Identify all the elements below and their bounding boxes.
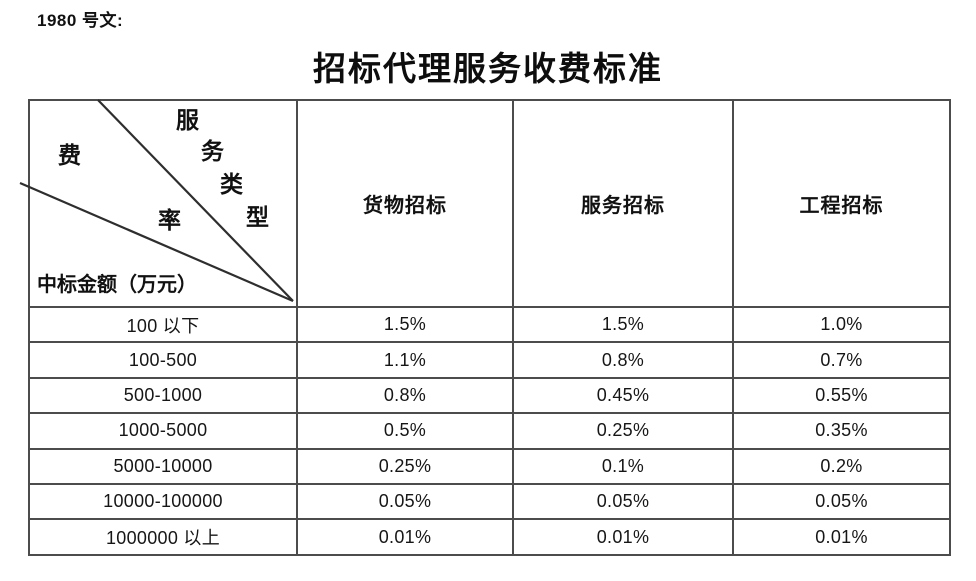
column-header-services: 服务招标 bbox=[512, 99, 734, 308]
row-range-label: 10000-100000 bbox=[28, 482, 298, 521]
row-range-label: 100-500 bbox=[28, 341, 298, 379]
diagonal-line-lower bbox=[19, 181, 294, 303]
corner-cell: 服 务 类 型 费 率 中标金额（万元） bbox=[19, 99, 298, 308]
doc-number: 1980 号文: bbox=[37, 11, 124, 30]
table-row: 100-500 1.1% 0.8% 0.7% bbox=[28, 341, 951, 379]
fee-value-cell: 0.01% bbox=[732, 518, 951, 556]
fee-value-cell: 0.35% bbox=[732, 412, 951, 450]
fee-value-cell: 0.05% bbox=[296, 482, 514, 521]
fee-value-cell: 1.5% bbox=[296, 305, 514, 344]
table-row: 10000-100000 0.05% 0.05% 0.05% bbox=[28, 482, 951, 521]
fee-value-cell: 0.01% bbox=[296, 518, 514, 556]
corner-label-service-type-char: 务 bbox=[201, 139, 224, 164]
fee-table: 服 务 类 型 费 率 中标金额（万元） 货物招标 服务招标 工程招标 100 … bbox=[19, 99, 951, 556]
fee-value-cell: 0.1% bbox=[512, 447, 734, 485]
diagonal-line-upper bbox=[97, 99, 294, 302]
corner-label-fee-rate-char: 费 bbox=[58, 143, 81, 168]
column-header-goods: 货物招标 bbox=[296, 99, 514, 308]
row-range-label: 500-1000 bbox=[28, 376, 298, 415]
fee-value-cell: 0.55% bbox=[732, 376, 951, 415]
row-range-label: 1000000 以上 bbox=[28, 518, 298, 556]
fee-value-cell: 0.05% bbox=[732, 482, 951, 521]
fee-value-cell: 0.8% bbox=[296, 376, 514, 415]
corner-label-service-type-char: 服 bbox=[176, 108, 199, 133]
row-range-label: 5000-10000 bbox=[28, 447, 298, 485]
fee-value-cell: 0.25% bbox=[296, 447, 514, 485]
fee-value-cell: 0.05% bbox=[512, 482, 734, 521]
fee-value-cell: 0.2% bbox=[732, 447, 951, 485]
corner-label-service-type-char: 类 bbox=[220, 172, 243, 197]
fee-value-cell: 0.5% bbox=[296, 412, 514, 450]
fee-value-cell: 0.8% bbox=[512, 341, 734, 379]
table-row: 100 以下 1.5% 1.5% 1.0% bbox=[28, 305, 951, 344]
row-range-label: 100 以下 bbox=[28, 305, 298, 344]
row-range-label: 1000-5000 bbox=[28, 412, 298, 450]
corner-label-amount: 中标金额（万元） bbox=[37, 274, 197, 296]
table-row: 500-1000 0.8% 0.45% 0.55% bbox=[28, 376, 951, 415]
fee-value-cell: 1.5% bbox=[512, 305, 734, 344]
fee-value-cell: 1.0% bbox=[732, 305, 951, 344]
table-row: 1000000 以上 0.01% 0.01% 0.01% bbox=[28, 518, 951, 556]
diagonal-divider bbox=[19, 99, 294, 303]
corner-label-fee-rate-char: 率 bbox=[158, 208, 181, 233]
fee-value-cell: 0.01% bbox=[512, 518, 734, 556]
header-row: 服 务 类 型 费 率 中标金额（万元） 货物招标 服务招标 工程招标 bbox=[19, 99, 951, 308]
table-row: 5000-10000 0.25% 0.1% 0.2% bbox=[28, 447, 951, 485]
fee-value-cell: 1.1% bbox=[296, 341, 514, 379]
corner-label-service-type-char: 型 bbox=[246, 205, 269, 230]
table-row: 1000-5000 0.5% 0.25% 0.35% bbox=[28, 412, 951, 450]
fee-value-cell: 0.45% bbox=[512, 376, 734, 415]
fee-value-cell: 0.25% bbox=[512, 412, 734, 450]
page-title: 招标代理服务收费标准 bbox=[313, 52, 663, 88]
fee-value-cell: 0.7% bbox=[732, 341, 951, 379]
column-header-works: 工程招标 bbox=[732, 99, 951, 308]
table-body: 100 以下 1.5% 1.5% 1.0% 100-500 1.1% 0.8% … bbox=[28, 305, 951, 556]
